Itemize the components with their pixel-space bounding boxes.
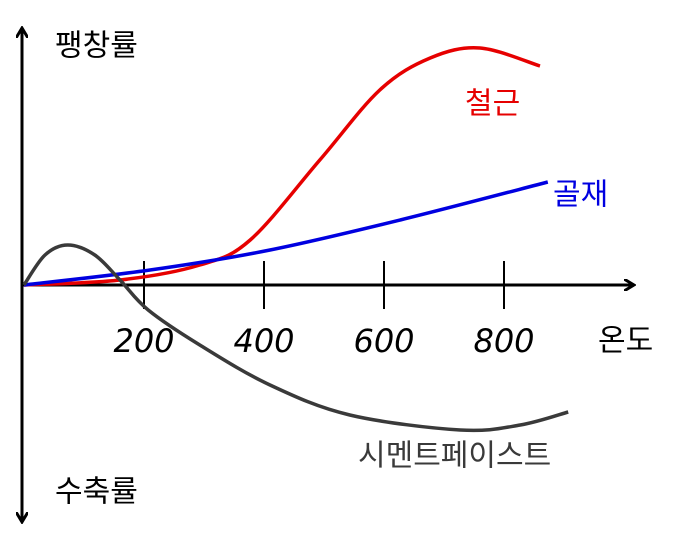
x-tick-label: 800 [473, 322, 534, 360]
y-bottom-label: 수축률 [55, 475, 138, 510]
x-label: 온도 [598, 324, 653, 359]
series-label: 철근 [465, 87, 520, 122]
series-line [23, 46, 541, 287]
series-line [23, 180, 549, 287]
series-label: 시멘트페이스트 [358, 439, 551, 474]
x-tick-label: 400 [233, 322, 294, 360]
x-tick-label: 600 [353, 322, 414, 360]
series-line [22, 243, 569, 433]
y-top-label: 팽창률 [55, 29, 138, 64]
series-label: 골재 [553, 178, 608, 213]
x-tick-label: 200 [113, 322, 174, 360]
